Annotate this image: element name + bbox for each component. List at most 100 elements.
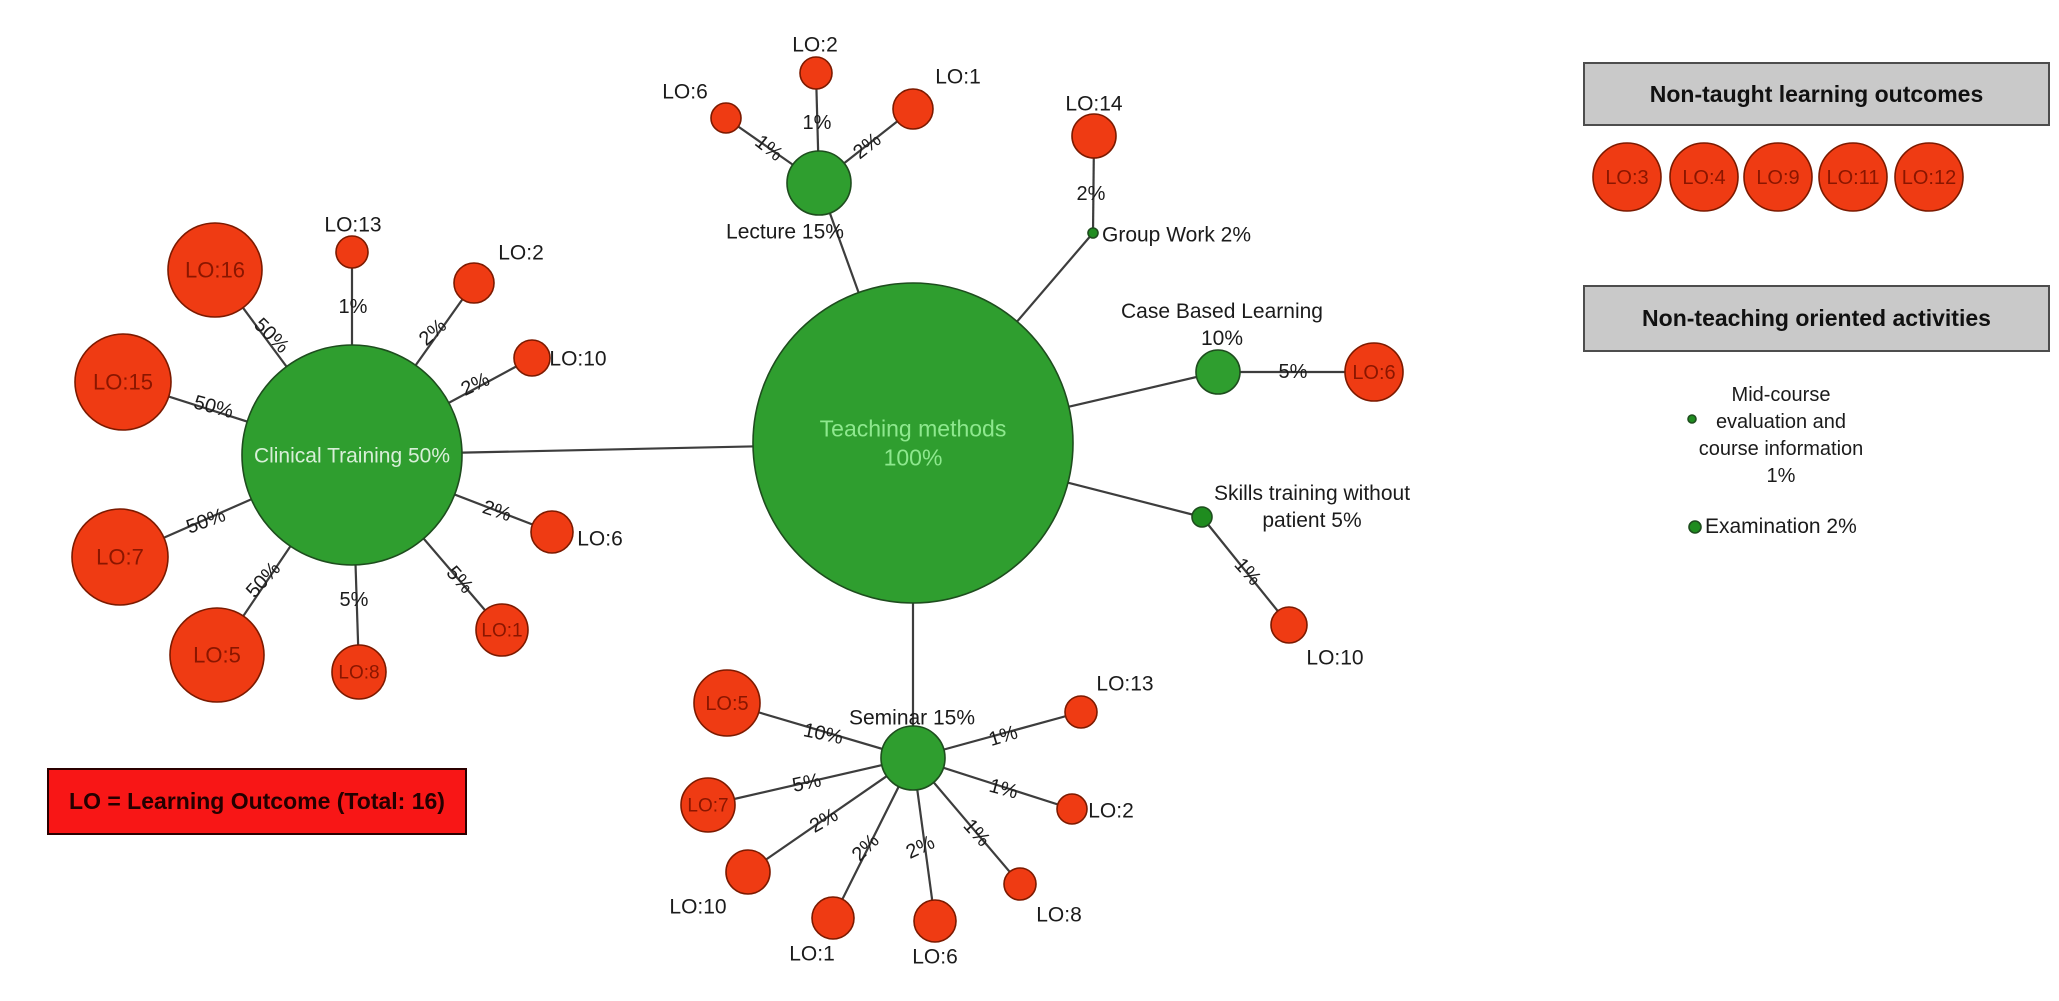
node-label-skills: Skills training without patient 5% [1214, 482, 1410, 532]
edge-label-lecture-l6: 1% [751, 131, 787, 166]
node-label-c16: LO:16 [185, 258, 245, 283]
midcourse-evaluation-label: Mid-course evaluation and course informa… [1650, 382, 1912, 490]
examination-label: Examination 2% [1705, 515, 1857, 538]
node-label-se1: LO:1 [789, 942, 835, 965]
node-c1 [475, 603, 529, 657]
node-p11 [1818, 142, 1888, 212]
edge-label-seminar-se2: 1% [987, 775, 1021, 804]
node-p12 [1894, 142, 1964, 212]
node-label-se10: LO:10 [669, 895, 726, 918]
node-label-se7: LO:7 [687, 796, 728, 817]
midcourse-line-2: evaluation and [1715, 411, 1847, 433]
node-label-cb6: LO:6 [1352, 362, 1395, 384]
node-label-clinical: Clinical Training 50% [254, 444, 450, 467]
node-label-se2: LO:2 [1088, 799, 1134, 822]
node-c15 [74, 333, 172, 431]
edge-label-case-cb6: 5% [1279, 361, 1308, 383]
node-label-p12: LO:12 [1902, 167, 1956, 189]
node-label-c7: LO:7 [96, 545, 144, 570]
node-lecture [786, 150, 852, 216]
node-label-seminar: Seminar 15% [849, 706, 975, 729]
node-case [1195, 349, 1241, 395]
edge-label-clinical-c7: 50% [183, 504, 228, 538]
node-cb6 [1344, 342, 1404, 402]
node-skills [1191, 506, 1213, 528]
node-l1 [892, 88, 934, 130]
node-g14 [1071, 113, 1117, 159]
node-label-s10: LO:10 [1306, 646, 1363, 669]
node-label-c15: LO:15 [93, 370, 153, 395]
node-label-c13: LO:13 [324, 213, 381, 236]
node-se6 [913, 899, 957, 943]
node-label-c6: LO:6 [577, 527, 623, 550]
edge-label-seminar-se13: 1% [986, 721, 1020, 751]
node-se7 [680, 777, 736, 833]
node-se13 [1064, 695, 1098, 729]
edge-label-clinical-c16: 50% [249, 314, 293, 358]
edge-label-seminar-se5: 10% [801, 719, 845, 749]
node-p4 [1669, 142, 1739, 212]
node-c8 [331, 644, 387, 700]
midcourse-line-4: 1% [1766, 465, 1796, 487]
node-label-l6: LO:6 [662, 80, 708, 103]
node-label-c10: LO:10 [549, 347, 606, 370]
node-label-c8: LO:8 [338, 663, 379, 684]
node-label-c5: LO:5 [193, 643, 241, 668]
node-label-c2: LO:2 [498, 241, 544, 264]
node-label-se13: LO:13 [1096, 672, 1153, 695]
node-teaching [752, 282, 1074, 604]
edge-label-clinical-c8: 5% [340, 589, 369, 611]
node-label-c1: LO:1 [481, 621, 522, 642]
node-label-teaching: Teaching methods 100% [820, 416, 1007, 471]
edge-label-seminar-se8: 1% [959, 815, 995, 851]
node-label-p11: LO:11 [1827, 167, 1880, 189]
edge-skills-s10 [1201, 516, 1290, 626]
edge-seminar-se7 [707, 756, 914, 807]
edge-label-groupwork-g14: 2% [1077, 183, 1106, 205]
node-c7 [71, 508, 169, 606]
node-se10 [725, 849, 771, 895]
edge-seminar-se10 [747, 757, 914, 873]
non-teaching-activities-panel: Non-teaching oriented activities [1583, 285, 2050, 352]
edge-label-clinical-c2: 2% [415, 315, 451, 351]
midcourse-line-3: course information [1698, 438, 1864, 460]
node-label-lecture: Lecture 15% [726, 220, 844, 243]
node-seminar [880, 725, 946, 791]
edge-label-clinical-c13: 1% [339, 296, 368, 318]
node-label-se5: LO:5 [705, 693, 748, 715]
edge-label-seminar-se6: 2% [903, 831, 939, 863]
node-c6 [530, 510, 574, 554]
node-label-g14: LO:14 [1065, 92, 1123, 115]
legend-text: LO = Learning Outcome (Total: 16) [69, 788, 445, 814]
node-l2 [799, 56, 833, 90]
node-p3 [1592, 142, 1662, 212]
node-p9 [1743, 142, 1813, 212]
node-clinical [241, 344, 463, 566]
edge-label-seminar-se7: 5% [790, 769, 823, 797]
node-c2 [453, 262, 495, 304]
node-label-l1: LO:1 [935, 65, 981, 88]
node-label-p3: LO:3 [1605, 167, 1648, 189]
node-l6 [710, 102, 742, 134]
legend-box: LO = Learning Outcome (Total: 16) [47, 768, 467, 835]
node-se5 [693, 669, 761, 737]
node-label-p9: LO:9 [1756, 167, 1799, 189]
non-taught-panel-title: Non-taught learning outcomes [1649, 80, 1984, 107]
edge-label-clinical-c15: 50% [191, 391, 236, 423]
node-label-p4: LO:4 [1682, 167, 1725, 189]
node-c10 [513, 339, 551, 377]
node-s10 [1270, 606, 1308, 644]
node-se2 [1056, 793, 1088, 825]
node-mid_dot [1687, 414, 1697, 424]
node-se1 [811, 896, 855, 940]
node-label-l2: LO:2 [792, 33, 838, 56]
node-label-se8: LO:8 [1036, 903, 1082, 926]
node-c16 [167, 222, 263, 318]
node-c13 [335, 235, 369, 269]
edge-label-seminar-se10: 2% [806, 804, 842, 838]
node-label-se6: LO:6 [912, 945, 958, 968]
node-c5 [169, 607, 265, 703]
node-exam_dot [1688, 520, 1702, 534]
node-label-groupwork: Group Work 2% [1102, 223, 1251, 246]
